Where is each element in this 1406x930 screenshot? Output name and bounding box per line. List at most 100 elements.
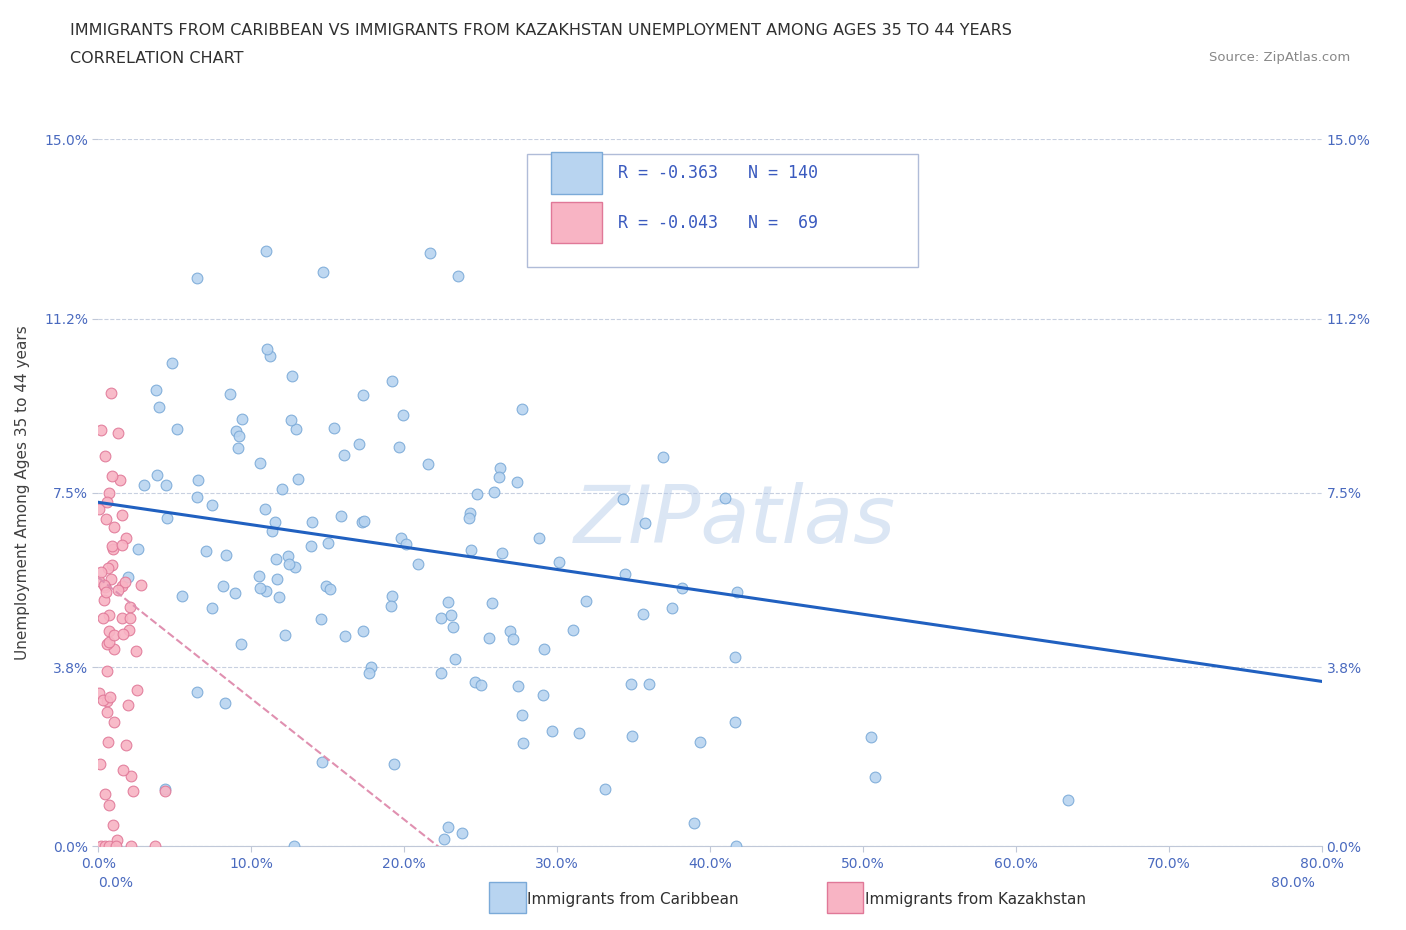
Point <box>87 574 110 589</box>
Point <box>125 644 148 658</box>
Point <box>352 514 374 529</box>
Point <box>100 386 122 401</box>
Point <box>107 426 129 441</box>
Point <box>101 538 124 553</box>
Point <box>91 692 114 707</box>
Point <box>103 628 125 643</box>
Point <box>187 472 209 487</box>
Point <box>249 456 271 471</box>
Point <box>683 816 706 830</box>
Point <box>101 469 124 484</box>
Point <box>714 490 737 505</box>
Point <box>108 472 131 487</box>
Point <box>430 610 453 625</box>
Point <box>548 554 571 569</box>
Point <box>219 386 242 401</box>
Point <box>93 592 115 607</box>
Point <box>333 447 356 462</box>
Point <box>125 683 148 698</box>
Point <box>101 557 124 572</box>
Point <box>392 408 415 423</box>
Point <box>98 839 121 854</box>
Point <box>621 728 644 743</box>
Text: R = -0.043   N =  69: R = -0.043 N = 69 <box>619 214 818 232</box>
Point <box>419 246 441 260</box>
Point <box>440 608 463 623</box>
Point <box>94 585 117 600</box>
Text: 80.0%: 80.0% <box>1271 876 1315 890</box>
Point <box>111 578 134 593</box>
Point <box>120 768 142 783</box>
Point <box>322 420 344 435</box>
Point <box>100 571 122 586</box>
Point <box>103 715 125 730</box>
Point <box>96 636 118 651</box>
Point <box>274 628 297 643</box>
Point <box>120 600 142 615</box>
Point <box>541 724 564 738</box>
Point <box>186 684 208 699</box>
Point <box>478 631 501 645</box>
Point <box>263 514 285 529</box>
Point <box>488 470 510 485</box>
Point <box>443 652 465 667</box>
Point <box>264 551 287 566</box>
Point <box>96 705 118 720</box>
Point <box>382 756 405 771</box>
Point <box>285 422 308 437</box>
Point <box>502 631 524 646</box>
Text: 0.0%: 0.0% <box>98 876 134 890</box>
Point <box>631 606 654 621</box>
Point <box>97 735 120 750</box>
Point <box>262 524 284 538</box>
Text: Source: ZipAtlas.com: Source: ZipAtlas.com <box>1209 51 1350 64</box>
Point <box>380 599 402 614</box>
Point <box>89 757 111 772</box>
Point <box>464 674 486 689</box>
Point <box>98 485 121 500</box>
Point <box>637 677 659 692</box>
Point <box>90 839 112 854</box>
Point <box>132 478 155 493</box>
Point <box>97 623 120 638</box>
Point <box>259 349 281 364</box>
Point <box>277 549 299 564</box>
Point <box>156 511 179 525</box>
Point <box>436 819 458 834</box>
Point <box>389 531 412 546</box>
Point <box>333 629 356 644</box>
Text: ZIPatlas: ZIPatlas <box>574 482 896 560</box>
Point <box>101 541 124 556</box>
Point <box>458 506 481 521</box>
Point <box>249 581 271 596</box>
Point <box>380 589 402 604</box>
Point <box>349 437 371 452</box>
Point <box>287 472 309 486</box>
Point <box>94 579 117 594</box>
Point <box>153 782 176 797</box>
Point <box>612 492 634 507</box>
Point <box>114 575 136 590</box>
Point <box>112 627 135 642</box>
Point <box>225 423 247 438</box>
Point <box>863 770 886 785</box>
FancyBboxPatch shape <box>551 153 602 194</box>
Point <box>450 826 472 841</box>
Point <box>510 401 533 416</box>
Point <box>120 610 142 625</box>
Point <box>318 581 340 596</box>
Point <box>97 634 120 649</box>
Point <box>201 498 224 512</box>
Point <box>186 490 208 505</box>
Point <box>111 508 134 523</box>
Point <box>311 754 333 769</box>
Point <box>114 530 136 545</box>
Point <box>418 456 440 471</box>
Point <box>661 600 683 615</box>
Point <box>170 589 193 604</box>
Point <box>316 536 339 551</box>
Point <box>498 623 520 638</box>
Point <box>89 502 111 517</box>
Point <box>562 622 585 637</box>
Point <box>353 513 375 528</box>
